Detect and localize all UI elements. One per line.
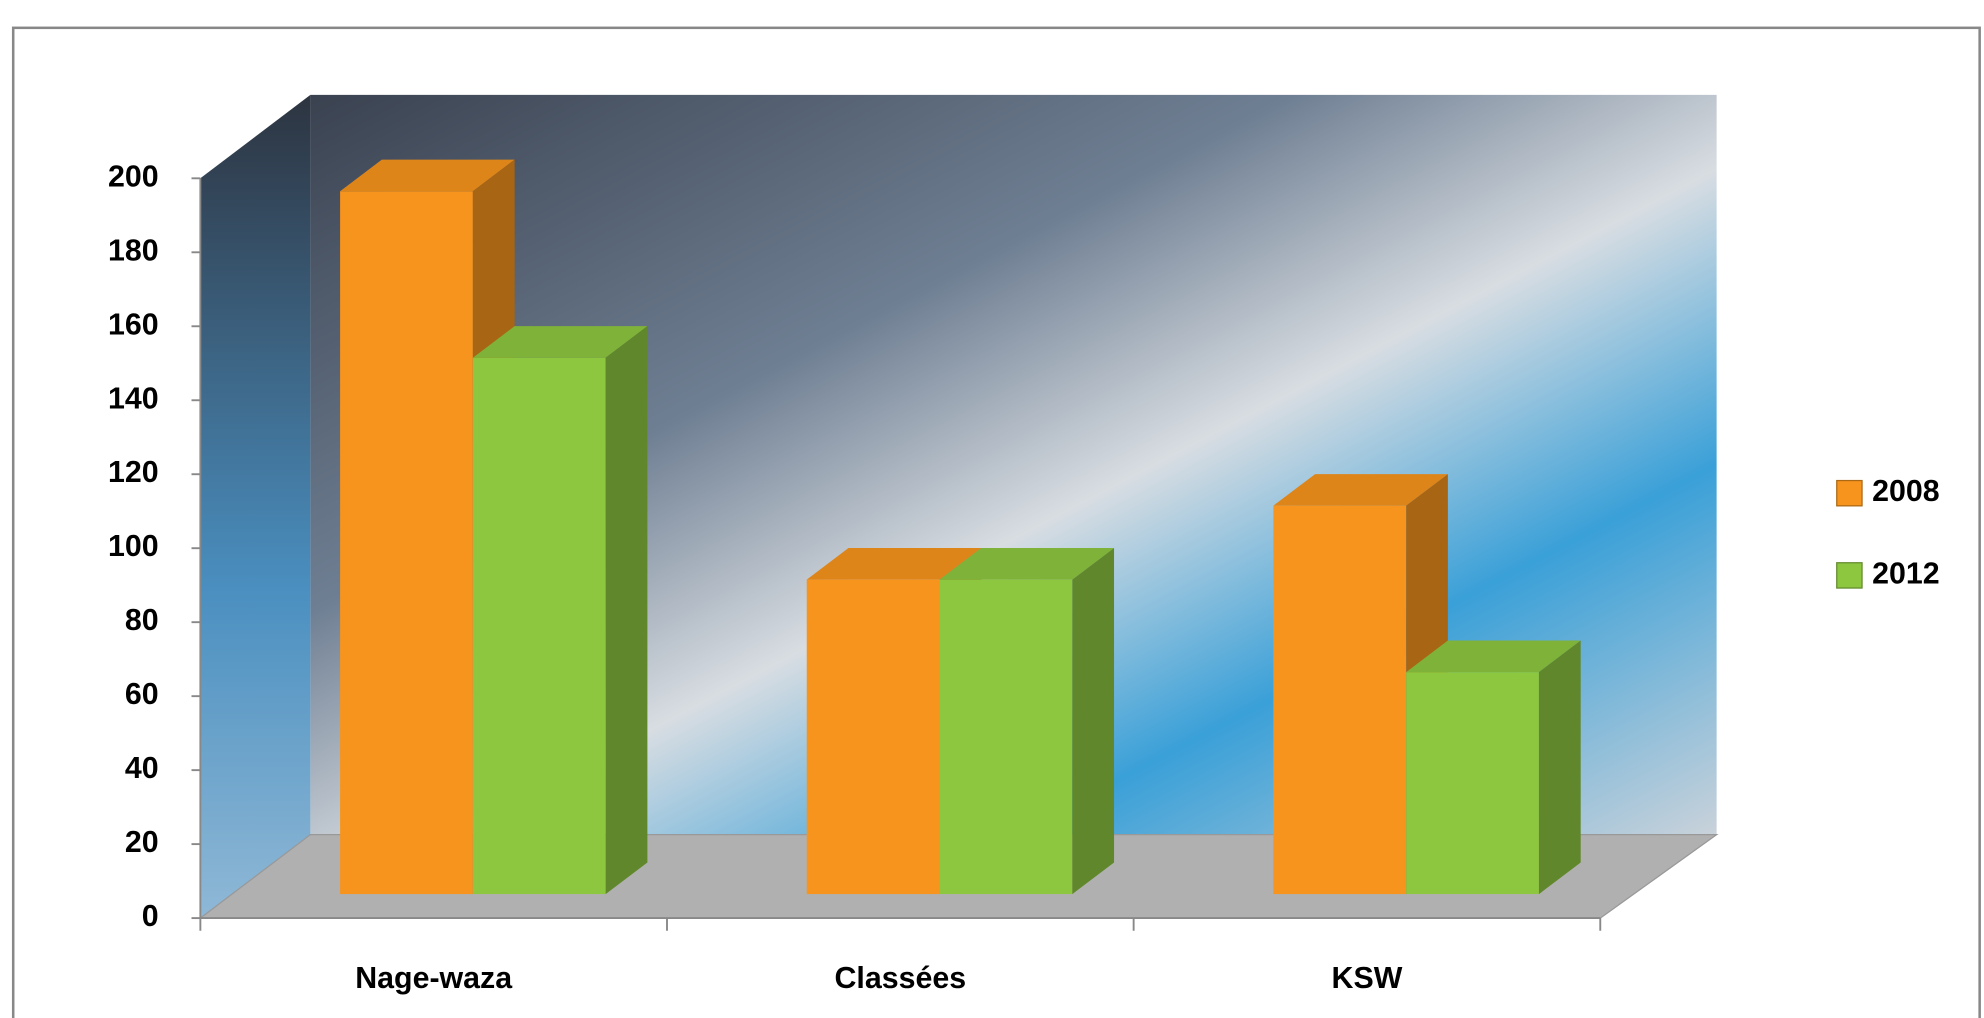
y-tick-label: 180 [108,234,159,267]
bar-side [606,326,648,894]
y-tick-label: 120 [108,456,159,489]
x-tick-label: Classées [835,962,967,995]
bar-front [340,191,473,894]
bar-side [1072,548,1114,894]
bar-front [473,358,606,894]
chart: 0 20 40 60 80 100 120 140 160 180 200 Nage-waza Clas… [0,0,1984,1018]
page: {"chart_data": {"type": "bar3d", "catego… [0,0,1984,1018]
y-tick-label: 100 [108,530,159,563]
legend-swatch [1837,563,1862,588]
bar-front [1273,506,1406,894]
y-tick-label: 20 [125,826,159,859]
bar-side [1539,641,1581,895]
y-tick-label: 200 [108,160,159,193]
side-wall [200,95,310,918]
x-tick-label: KSW [1332,962,1403,995]
x-tick-label: Nage-waza [355,962,513,995]
y-tick-label: 40 [125,752,159,785]
legend-label: 2008 [1872,475,1940,508]
legend-label: 2012 [1872,557,1940,590]
bar-front [807,580,940,894]
bar-front [940,580,1073,894]
bar-front [1406,672,1539,894]
y-tick-label: 60 [125,678,159,711]
y-tick-label: 140 [108,382,159,415]
legend-swatch [1837,481,1862,506]
y-tick-label: 80 [125,604,159,637]
y-tick-label: 0 [142,900,159,933]
y-tick-label: 160 [108,308,159,341]
